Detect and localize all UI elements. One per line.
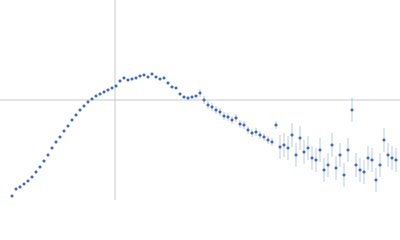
data-point — [390, 156, 394, 160]
data-point — [134, 76, 138, 80]
data-point — [170, 85, 174, 89]
data-point — [102, 90, 106, 94]
data-point — [166, 81, 170, 85]
data-point — [366, 156, 370, 160]
data-point — [198, 91, 202, 95]
data-point — [270, 140, 274, 144]
data-point — [382, 138, 386, 142]
data-point — [30, 175, 34, 179]
data-point — [74, 113, 78, 117]
data-point — [278, 145, 282, 149]
data-point — [314, 158, 318, 162]
data-point — [358, 168, 362, 172]
data-point — [122, 76, 126, 80]
data-point — [206, 103, 210, 107]
data-point — [354, 163, 358, 167]
data-point — [106, 88, 110, 92]
data-point — [222, 114, 226, 118]
data-point — [186, 96, 190, 100]
data-point — [18, 185, 22, 189]
data-point — [262, 135, 266, 139]
chart — [0, 0, 400, 200]
data-point — [10, 194, 14, 198]
data-point — [138, 74, 142, 78]
data-point — [38, 165, 42, 169]
data-point — [350, 108, 354, 112]
data-point — [226, 115, 230, 119]
data-point — [370, 158, 374, 162]
data-point — [362, 170, 366, 174]
data-point — [70, 118, 74, 122]
data-point — [14, 187, 18, 191]
data-point — [294, 153, 298, 157]
data-point — [230, 118, 234, 122]
data-point — [50, 146, 54, 150]
data-point — [274, 123, 278, 127]
data-point — [254, 130, 258, 134]
data-point — [130, 77, 134, 81]
data-point — [286, 146, 290, 150]
data-point — [210, 105, 214, 109]
data-point — [250, 131, 254, 135]
data-point — [174, 86, 178, 90]
data-point — [94, 94, 98, 98]
data-point — [394, 158, 398, 162]
data-point — [58, 135, 62, 139]
data-point — [90, 97, 94, 101]
data-point — [46, 153, 50, 157]
data-point — [142, 73, 146, 77]
data-point — [150, 72, 154, 76]
data-point — [154, 75, 158, 79]
data-point — [82, 104, 86, 108]
data-point — [378, 163, 382, 167]
data-point — [182, 95, 186, 99]
data-point — [246, 128, 250, 132]
data-point — [334, 166, 338, 170]
data-point — [298, 136, 302, 140]
data-point — [66, 124, 70, 128]
data-point — [114, 84, 118, 88]
data-point — [238, 122, 242, 126]
data-point — [302, 150, 306, 154]
data-point — [266, 138, 270, 142]
data-point — [126, 78, 130, 82]
data-point — [118, 79, 122, 83]
data-point — [202, 98, 206, 102]
data-point — [258, 133, 262, 137]
data-point — [322, 168, 326, 172]
data-point — [54, 140, 58, 144]
data-point — [306, 146, 310, 150]
data-point — [110, 86, 114, 90]
data-point — [22, 182, 26, 186]
data-point — [330, 143, 334, 147]
data-point — [26, 179, 30, 183]
data-point — [242, 123, 246, 127]
data-point — [326, 163, 330, 167]
data-point — [318, 148, 322, 152]
data-point — [158, 77, 162, 81]
data-point — [34, 170, 38, 174]
data-point — [386, 153, 390, 157]
data-point — [42, 159, 46, 163]
data-point — [374, 178, 378, 182]
data-point — [146, 75, 150, 79]
data-point — [282, 143, 286, 147]
data-point — [78, 108, 82, 112]
data-point — [62, 129, 66, 133]
data-point — [194, 94, 198, 98]
data-point — [342, 173, 346, 177]
data-point — [178, 92, 182, 96]
data-point — [214, 108, 218, 112]
data-point — [162, 76, 166, 80]
data-point — [310, 156, 314, 160]
data-point — [338, 153, 342, 157]
data-point — [346, 148, 350, 152]
data-point — [234, 116, 238, 120]
data-point — [86, 100, 90, 104]
data-point — [190, 95, 194, 99]
data-point — [290, 133, 294, 137]
data-point — [218, 110, 222, 114]
data-point — [98, 92, 102, 96]
